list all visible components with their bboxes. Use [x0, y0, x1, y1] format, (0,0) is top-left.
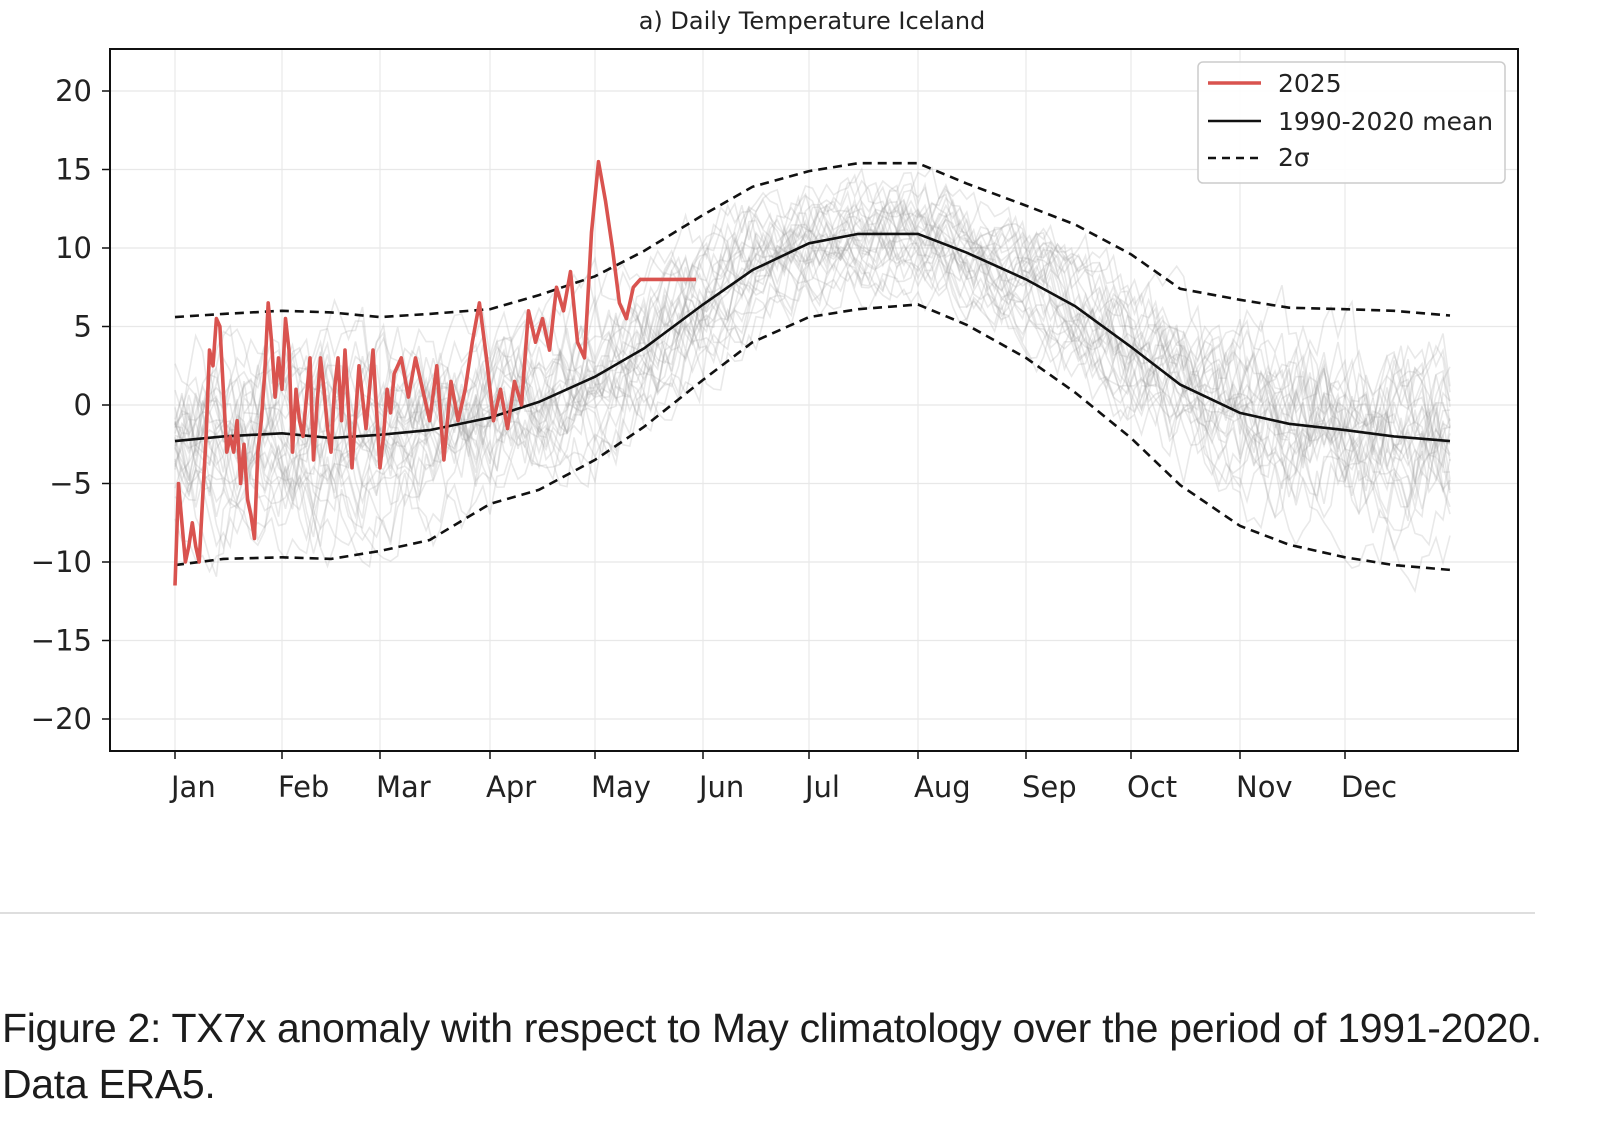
- figure-caption: Figure 2: TX7x anomaly with respect to M…: [2, 1005, 1542, 1107]
- divider: [0, 912, 1535, 914]
- ensemble-line: [174, 185, 1451, 547]
- ensemble-line: [174, 249, 1451, 550]
- x-tick-label: May: [591, 770, 651, 804]
- y-tick-label: −15: [31, 624, 92, 658]
- x-tick-label: Jan: [169, 770, 216, 804]
- ensemble-line: [174, 189, 1451, 505]
- x-tick-label: Sep: [1022, 770, 1077, 804]
- sigma-lower-line: [174, 303, 1451, 572]
- sigma-upper-line: [174, 161, 1451, 319]
- ensemble-line: [174, 198, 1451, 471]
- chart-title: a) Daily Temperature Iceland: [639, 7, 986, 35]
- series-2025-line: [173, 159, 696, 586]
- ensemble-lines: [174, 165, 1451, 594]
- y-tick-label: −10: [31, 545, 92, 579]
- x-tick-label: Apr: [486, 770, 536, 804]
- x-tick-label: Mar: [376, 770, 431, 804]
- ensemble-line: [174, 250, 1451, 594]
- y-tick-label: −5: [49, 467, 92, 501]
- legend-label-mean: 1990-2020 mean: [1278, 107, 1493, 136]
- y-tick-label: 0: [74, 388, 92, 422]
- ensemble-line: [174, 213, 1451, 492]
- x-tick-label: Aug: [914, 770, 971, 804]
- ensemble-line: [174, 182, 1451, 488]
- ensemble-line: [174, 204, 1451, 508]
- legend-label-2025: 2025: [1278, 69, 1342, 98]
- x-tick-label: Jul: [803, 770, 840, 804]
- y-tick-label: 10: [55, 231, 92, 265]
- x-tick-label: Oct: [1127, 770, 1177, 804]
- y-tick-label: 15: [55, 153, 92, 187]
- y-tick-label: −20: [31, 702, 92, 736]
- ensemble-line: [174, 226, 1451, 577]
- x-tick-label: Nov: [1236, 770, 1293, 804]
- ensemble-line: [174, 207, 1451, 509]
- ensemble-line: [174, 246, 1451, 569]
- chart: a) Daily Temperature Iceland 20 15 10 5 0 −5 −…: [31, 7, 1519, 804]
- legend-label-sigma: 2σ: [1278, 143, 1310, 172]
- plot-frame: [109, 48, 1519, 752]
- legend: 2025 1990-2020 mean 2σ: [1197, 61, 1506, 184]
- ensemble-line: [174, 194, 1451, 475]
- y-axis: 20 15 10 5 0 −5 −10 −15 −20: [31, 74, 110, 736]
- y-tick-label: 5: [74, 310, 92, 344]
- y-tick-label: 20: [55, 74, 92, 108]
- ensemble-line: [174, 244, 1451, 554]
- x-tick-label: Jun: [697, 770, 744, 804]
- x-axis: Jan Feb Mar Apr May Jun Jul Aug Sep Oct Nov Dec: [169, 751, 1397, 804]
- x-tick-label: Feb: [278, 770, 329, 804]
- x-tick-label: Dec: [1341, 770, 1397, 804]
- ensemble-line: [174, 188, 1451, 509]
- ensemble-line: [174, 207, 1451, 543]
- legend-box: [1197, 61, 1506, 184]
- series-lines: [173, 159, 1451, 586]
- ensemble-line: [174, 184, 1451, 440]
- ensemble-line: [174, 165, 1451, 464]
- mean-line: [174, 232, 1451, 443]
- ensemble-line: [174, 229, 1451, 569]
